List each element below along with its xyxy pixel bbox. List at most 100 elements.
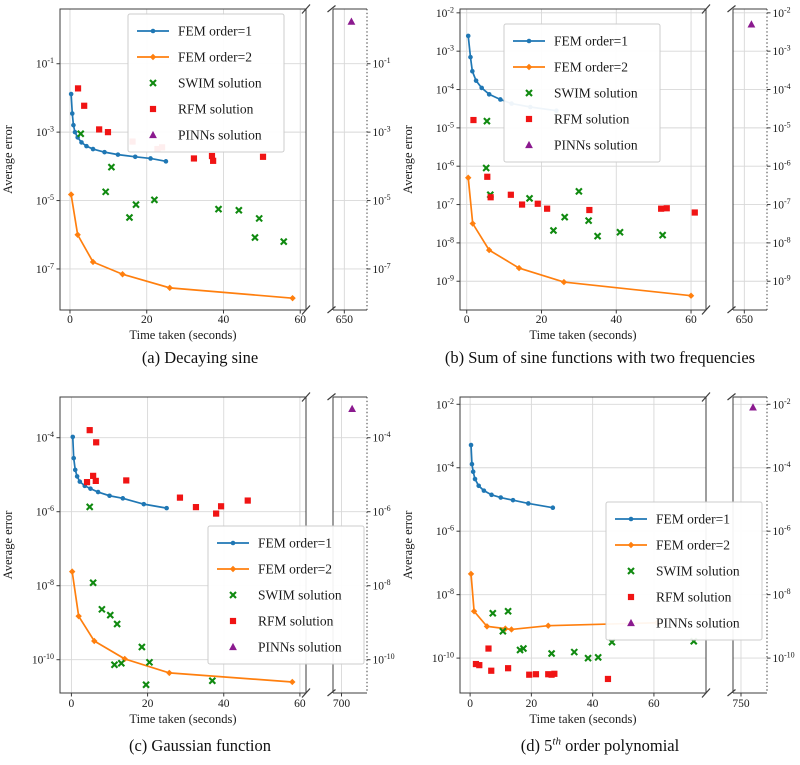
svg-text:40: 40 bbox=[587, 698, 599, 710]
subplot-c-axes: 0 20 40 60 700 10-4 10-4 10-6 10-6 10-8 10-8 10-10 1… bbox=[32, 392, 395, 710]
svg-text:10-9: 10-9 bbox=[773, 274, 791, 289]
subplot-b-series-fem-order-2 bbox=[465, 174, 695, 299]
svg-text:PINNs solution: PINNs solution bbox=[178, 128, 262, 143]
subplot-b-axis-labels: Time taken (seconds) Average error bbox=[401, 124, 637, 342]
svg-text:700: 700 bbox=[333, 698, 351, 710]
svg-text:10-5: 10-5 bbox=[773, 120, 791, 135]
svg-text:0: 0 bbox=[464, 314, 470, 326]
subplot-b-axes: 0 20 40 60 650 10-2 10-2 10-3 10-3 10-4 10-4 10-5 10… bbox=[436, 4, 791, 326]
svg-text:10-4: 10-4 bbox=[773, 82, 791, 97]
svg-text:10-4: 10-4 bbox=[773, 460, 791, 475]
svg-text:10-3: 10-3 bbox=[36, 125, 54, 140]
caption-d: (d) 5th order polynomial bbox=[400, 736, 800, 756]
svg-text:10-7: 10-7 bbox=[373, 261, 391, 276]
svg-text:RFM solution: RFM solution bbox=[178, 102, 254, 117]
chart-canvas-d: 0 20 40 60 750 10-2 10-2 10-4 10-4 10-6 10-6 10-8 10… bbox=[401, 392, 795, 726]
svg-text:10-2: 10-2 bbox=[436, 5, 454, 20]
svg-text:Average error: Average error bbox=[1, 124, 15, 194]
svg-text:FEM order=2: FEM order=2 bbox=[554, 60, 628, 75]
svg-text:10-10: 10-10 bbox=[373, 652, 395, 667]
svg-text:10-3: 10-3 bbox=[373, 125, 391, 140]
subplot-a: 0 20 40 60 650 10-1 10-1 10-3 10-3 10-5 10-5 10-7 10… bbox=[0, 0, 400, 380]
svg-text:RFM solution: RFM solution bbox=[258, 614, 334, 629]
svg-text:FEM order=1: FEM order=1 bbox=[258, 536, 332, 551]
chart-canvas-b: 0 20 40 60 650 10-2 10-2 10-3 10-3 10-4 10-4 10-5 10… bbox=[401, 4, 791, 342]
svg-text:10-8: 10-8 bbox=[436, 235, 454, 250]
svg-text:10-6: 10-6 bbox=[436, 159, 454, 174]
svg-text:10-9: 10-9 bbox=[436, 274, 454, 289]
svg-text:10-8: 10-8 bbox=[773, 587, 791, 602]
subplot-c-axis-labels: Time taken (seconds) Average error bbox=[1, 510, 237, 726]
svg-text:10-10: 10-10 bbox=[773, 651, 795, 666]
svg-text:10-8: 10-8 bbox=[436, 587, 454, 602]
svg-text:Time taken (seconds): Time taken (seconds) bbox=[529, 328, 636, 342]
subplot-c-series-rfm bbox=[83, 427, 251, 517]
svg-text:10-6: 10-6 bbox=[773, 524, 791, 539]
svg-text:SWIM solution: SWIM solution bbox=[656, 564, 740, 579]
svg-text:60: 60 bbox=[648, 698, 660, 710]
svg-text:Time taken (seconds): Time taken (seconds) bbox=[129, 712, 236, 726]
svg-text:10-2: 10-2 bbox=[773, 5, 791, 20]
svg-text:PINNs solution: PINNs solution bbox=[258, 640, 342, 655]
svg-text:20: 20 bbox=[141, 314, 153, 326]
svg-text:Average error: Average error bbox=[1, 510, 15, 580]
svg-text:10-8: 10-8 bbox=[773, 235, 791, 250]
chart-canvas-a: 0 20 40 60 650 10-1 10-1 10-3 10-3 10-5 10-5 10-7 10… bbox=[1, 4, 391, 342]
svg-text:20: 20 bbox=[526, 698, 538, 710]
svg-text:FEM order=1: FEM order=1 bbox=[656, 512, 730, 527]
subplot-a-series-fem-order-1 bbox=[68, 91, 169, 164]
svg-text:10-4: 10-4 bbox=[373, 430, 391, 445]
svg-text:10-2: 10-2 bbox=[773, 397, 791, 412]
svg-text:Time taken (seconds): Time taken (seconds) bbox=[129, 328, 236, 342]
svg-text:60: 60 bbox=[294, 314, 306, 326]
subplot-d-series-pinns bbox=[749, 403, 757, 411]
caption-b: (b) Sum of sine functions with two frequ… bbox=[400, 348, 800, 368]
svg-text:RFM solution: RFM solution bbox=[554, 112, 630, 127]
svg-text:60: 60 bbox=[294, 698, 306, 710]
svg-text:Time taken (seconds): Time taken (seconds) bbox=[529, 712, 636, 726]
svg-text:10-7: 10-7 bbox=[36, 261, 54, 276]
svg-text:20: 20 bbox=[142, 698, 154, 710]
subplot-b-series-rfm bbox=[470, 116, 698, 216]
svg-text:750: 750 bbox=[732, 698, 750, 710]
svg-text:PINNs solution: PINNs solution bbox=[656, 616, 740, 631]
caption-d-sup: th bbox=[552, 735, 561, 748]
subplot-b-series-pinns bbox=[747, 20, 756, 28]
caption-d-post: order polynomial bbox=[560, 736, 680, 755]
svg-text:10-1: 10-1 bbox=[36, 56, 54, 71]
subplot-d: 0 20 40 60 750 10-2 10-2 10-4 10-4 10-6 10-6 10-8 10… bbox=[400, 380, 800, 765]
subplot-d-legend: FEM order=1 FEM order=2 SWIM solution RFM s… bbox=[605, 501, 763, 641]
svg-text:FEM order=2: FEM order=2 bbox=[178, 50, 252, 65]
svg-text:SWIM solution: SWIM solution bbox=[178, 76, 262, 91]
subplot-d-series-fem-order-1 bbox=[468, 442, 556, 511]
svg-text:10-4: 10-4 bbox=[436, 460, 454, 475]
svg-text:10-10: 10-10 bbox=[32, 652, 54, 667]
subplot-a-legend: FEM order=1 FEM order=2 SWIM solution RFM s… bbox=[127, 13, 285, 153]
svg-text:SWIM solution: SWIM solution bbox=[554, 86, 638, 101]
svg-text:40: 40 bbox=[218, 314, 230, 326]
subplot-a-axis-labels: Time taken (seconds) Average error bbox=[1, 124, 237, 342]
caption-b-pre: (b) Sum of sine functions with two frequ… bbox=[444, 348, 756, 367]
svg-text:10-7: 10-7 bbox=[773, 197, 791, 212]
svg-text:FEM order=2: FEM order=2 bbox=[258, 562, 332, 577]
svg-text:10-3: 10-3 bbox=[436, 44, 454, 59]
svg-text:10-5: 10-5 bbox=[373, 193, 391, 208]
svg-text:FEM order=1: FEM order=1 bbox=[554, 34, 628, 49]
subplot-a-series-swim bbox=[76, 129, 288, 246]
svg-text:FEM order=1: FEM order=1 bbox=[178, 24, 252, 39]
subplot-d-series-swim bbox=[489, 607, 698, 662]
svg-text:0: 0 bbox=[467, 698, 473, 710]
subplot-c-series-fem-order-1 bbox=[70, 434, 169, 511]
svg-text:10-5: 10-5 bbox=[36, 193, 54, 208]
svg-text:650: 650 bbox=[736, 314, 754, 326]
svg-text:10-3: 10-3 bbox=[773, 44, 791, 59]
subplot-b: 0 20 40 60 650 10-2 10-2 10-3 10-3 10-4 10-4 10-5 10… bbox=[400, 0, 800, 380]
subplot-c: 0 20 40 60 700 10-4 10-4 10-6 10-6 10-8 10-8 10-10 1… bbox=[0, 380, 400, 765]
subplot-c-legend: FEM order=1 FEM order=2 SWIM solution RFM s… bbox=[207, 525, 365, 665]
svg-text:10-6: 10-6 bbox=[436, 524, 454, 539]
caption-c-pre: (c) Gaussian function bbox=[128, 736, 272, 755]
svg-text:10-4: 10-4 bbox=[436, 82, 454, 97]
svg-text:60: 60 bbox=[685, 314, 697, 326]
svg-text:PINNs solution: PINNs solution bbox=[554, 138, 638, 153]
